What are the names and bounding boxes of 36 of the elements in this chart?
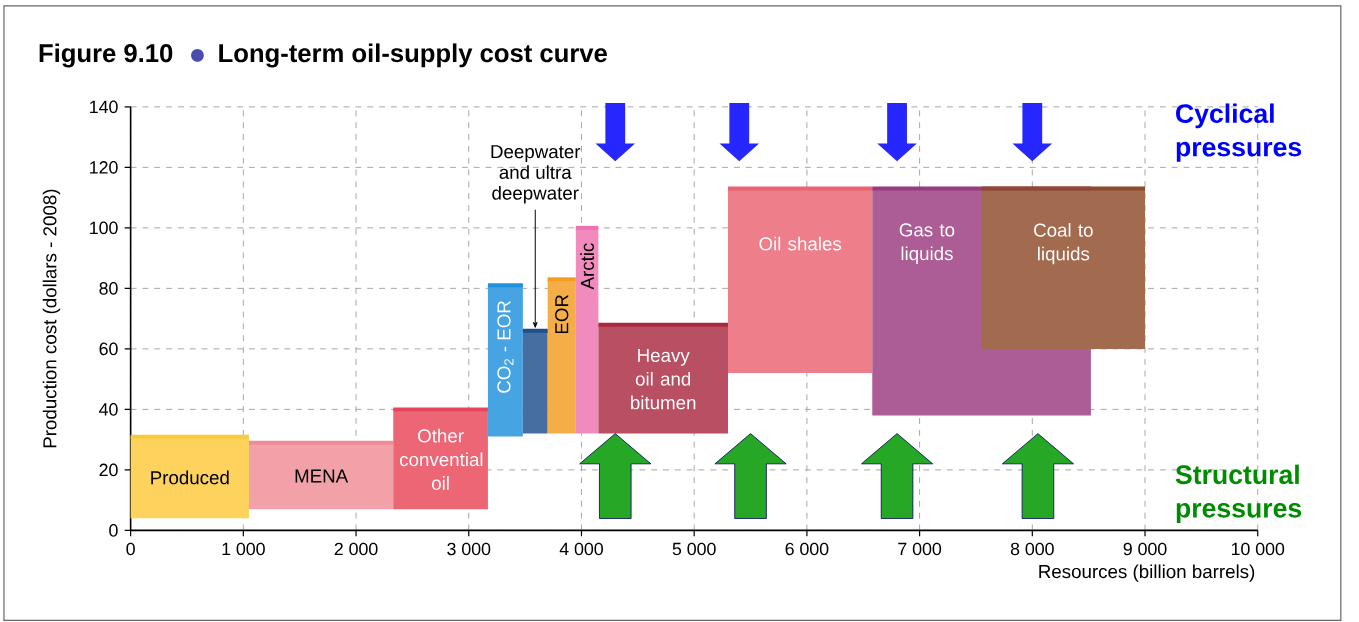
series-label: Gas to liquids (899, 223, 955, 264)
text: Oil shales (759, 236, 842, 251)
y-tick-label: 20 (99, 463, 118, 476)
series-label: Heavy oil and bitumen (631, 348, 696, 410)
chart-subtitle: Long-term oil-supply cost curve (219, 43, 607, 68)
text: EOR (555, 294, 569, 333)
x-tick-label: 6 000 (785, 542, 829, 556)
y-tick-label: 100 (90, 221, 118, 234)
x-tick-label: 3 000 (447, 542, 491, 556)
series-label: Coal to liquids (1034, 222, 1093, 264)
series-label: MENA (295, 469, 349, 483)
x-tick-label: 1 000 (222, 542, 265, 556)
chart-title: Figure 9.10 (39, 43, 173, 68)
y-tick-label: 40 (99, 402, 118, 416)
x-tick-label: 0 (126, 542, 135, 556)
x-tick-label: 8 000 (1010, 542, 1054, 556)
y-axis-title: Production cost (dollars - 2008) (42, 189, 61, 448)
y-tick-label: 0 (109, 523, 118, 537)
x-axis-title: Resources (billion barrels) (1039, 564, 1255, 582)
y-tick-label: 80 (99, 281, 118, 295)
x-tick-label: 9 000 (1123, 542, 1167, 556)
series-label: Other convential oil (400, 428, 483, 490)
x-tick-label: 2 000 (334, 542, 378, 556)
x-tick-label: 4 000 (559, 542, 603, 556)
x-tick-label: 7 000 (898, 542, 942, 556)
y-tick-label: 140 (90, 100, 118, 113)
series-label: Produced (151, 470, 229, 485)
x-tick-label: 5 000 (672, 542, 716, 556)
y-tick-label: 60 (99, 342, 118, 355)
x-tick-label: 10 000 (1231, 542, 1285, 556)
text: CO$_{2}$ - EOR (497, 300, 514, 393)
annotation: Deepwater and ultra deepwater (491, 145, 581, 204)
text: Arctic (580, 242, 594, 290)
annotation: Structural pressures (1175, 464, 1302, 523)
y-tick-label: 120 (90, 160, 118, 174)
annotation: Cyclical pressures (1176, 103, 1302, 162)
